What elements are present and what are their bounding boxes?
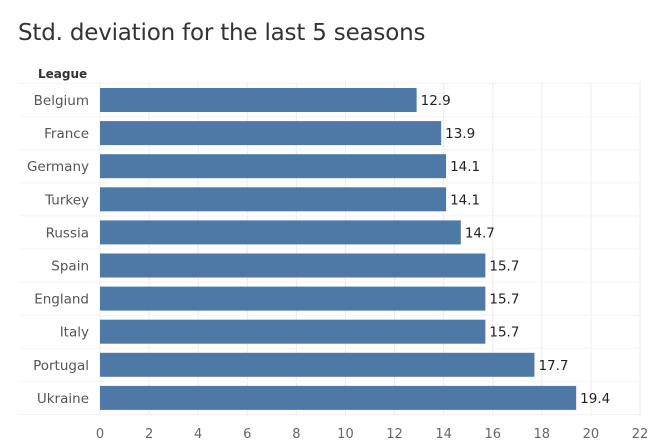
category-label-portugal: Portugal: [33, 358, 89, 374]
bar-spain: [100, 253, 486, 278]
value-label-england: 15.7: [489, 292, 519, 308]
category-label-france: France: [44, 126, 89, 142]
value-label-ukraine: 19.4: [580, 391, 610, 407]
bar-france: [100, 121, 442, 146]
chart-title: Std. deviation for the last 5 seasons: [18, 20, 426, 46]
bar-belgium: [100, 88, 417, 112]
category-label-ukraine: Ukraine: [37, 391, 89, 407]
bar-ukraine: [100, 385, 577, 410]
value-label-germany: 14.1: [450, 159, 480, 175]
x-tick-label-2: 2: [145, 427, 153, 442]
bars: [100, 88, 577, 410]
x-tick-label-6: 6: [243, 427, 251, 442]
x-tick-label-12: 12: [386, 427, 403, 442]
x-tick-label-18: 18: [534, 427, 551, 442]
bar-italy: [100, 319, 486, 344]
category-labels: Belgium France Germany Turkey Russia Spain Eng…: [27, 93, 89, 407]
x-tick-label-4: 4: [194, 427, 202, 442]
category-label-belgium: Belgium: [34, 93, 89, 109]
category-label-spain: Spain: [51, 259, 89, 275]
category-header: League: [38, 67, 87, 81]
value-label-belgium: 12.9: [421, 93, 451, 109]
category-label-russia: Russia: [46, 225, 89, 241]
x-tick-label-22: 22: [632, 427, 649, 442]
x-tick-label-8: 8: [292, 427, 300, 442]
bar-england: [100, 286, 486, 311]
x-tick-label-20: 20: [583, 427, 600, 442]
value-label-spain: 15.7: [489, 259, 519, 275]
bar-turkey: [100, 187, 447, 212]
category-label-turkey: Turkey: [44, 192, 89, 208]
value-label-russia: 14.7: [465, 225, 495, 241]
category-label-germany: Germany: [27, 159, 89, 175]
x-tick-label-10: 10: [337, 427, 354, 442]
value-label-turkey: 14.1: [450, 192, 480, 208]
bar-portugal: [100, 352, 535, 377]
x-tick-label-16: 16: [484, 427, 501, 442]
bar-germany: [100, 154, 447, 179]
x-axis-ticks: 0 2 4 6 8 10 12 14 16 18 20 22: [96, 427, 648, 442]
bar-russia: [100, 220, 461, 245]
value-label-france: 13.9: [445, 126, 475, 142]
value-labels: 12.9 13.9 14.1 14.1 14.7 15.7 15.7 15.7 17.7 19.4: [421, 93, 611, 407]
x-tick-label-14: 14: [435, 427, 452, 442]
value-label-italy: 15.7: [489, 325, 519, 341]
value-label-portugal: 17.7: [538, 358, 568, 374]
category-label-england: England: [34, 292, 89, 308]
x-tick-label-0: 0: [96, 427, 104, 442]
category-label-italy: Italy: [60, 325, 89, 341]
